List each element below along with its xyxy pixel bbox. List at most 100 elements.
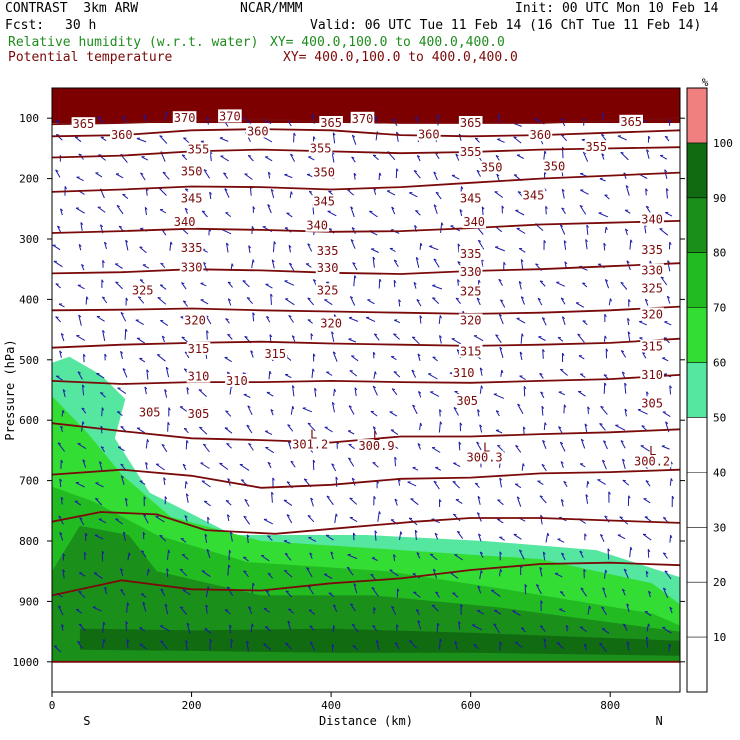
wind-vector (117, 446, 125, 452)
isoline-label-bg (315, 283, 340, 297)
wind-vector-head (561, 188, 565, 192)
wind-vector (76, 176, 84, 182)
wind-vector (225, 410, 232, 417)
wind-vector-head (396, 168, 399, 172)
wind-vector (396, 132, 399, 142)
wind-vector-head (416, 609, 420, 612)
isoline-label-bg (312, 165, 336, 179)
wind-vector (78, 591, 86, 599)
isoline-label-bg (172, 215, 197, 229)
wind-vector-head (97, 116, 101, 119)
wind-vector (372, 385, 378, 396)
wind-vector (81, 407, 87, 414)
wind-vector (513, 533, 522, 540)
wind-vector (115, 173, 124, 179)
theta-isoline-350 (52, 171, 680, 193)
wind-vector-head (601, 112, 605, 116)
wind-vector-head (204, 533, 208, 537)
wind-vector (662, 587, 669, 599)
wind-vector-head (225, 410, 229, 413)
wind-vector (205, 604, 208, 614)
wind-vector (139, 357, 146, 363)
south-label: S (83, 714, 90, 728)
wind-vector-head (140, 227, 144, 230)
wind-vector-head (251, 226, 255, 230)
wind-vector (283, 540, 291, 544)
wind-vector (563, 404, 565, 414)
wind-vector-head (547, 532, 550, 537)
wind-vector-head (433, 171, 437, 175)
wind-vector (186, 387, 189, 395)
wind-vector (373, 188, 377, 195)
isoline-label-bg (458, 191, 483, 205)
wind-vector (135, 319, 144, 326)
wind-vector-head (60, 425, 64, 429)
wind-vector (225, 318, 230, 324)
wind-vector-head (267, 461, 271, 465)
theta-isoline-335 (52, 305, 680, 315)
wind-vector (332, 604, 338, 613)
wind-vector-head (146, 369, 150, 373)
wind-vector-head (372, 256, 376, 260)
wind-vector-head (335, 513, 338, 517)
wind-vector (126, 602, 128, 613)
wind-vector (433, 258, 440, 268)
wind-vector-head (539, 372, 543, 375)
wind-vector-head (350, 296, 354, 299)
wind-vector (267, 573, 273, 579)
field1-name: Relative humidity (w.r.t. water) (8, 35, 259, 50)
wind-vector (645, 480, 651, 487)
wind-vector (410, 498, 419, 506)
wind-vector (200, 299, 209, 305)
wind-vector (601, 459, 607, 470)
wind-vector-head (499, 551, 503, 555)
wind-vector (556, 281, 566, 287)
wind-vector (451, 174, 460, 180)
isoline-label-bg (263, 346, 288, 360)
wind-vector-head (543, 240, 547, 244)
wind-vector (349, 296, 356, 306)
wind-vector (226, 586, 234, 596)
wind-vector (513, 136, 522, 144)
wind-vector-head (287, 424, 291, 427)
wind-vector (270, 409, 274, 416)
wind-vector-head (142, 532, 146, 536)
wind-vector-head (602, 459, 606, 463)
wind-vector-head (391, 388, 396, 391)
wind-vector-head (417, 443, 421, 446)
wind-vector (557, 337, 564, 342)
wind-vector (617, 135, 627, 141)
theta-isoline-355 (52, 146, 680, 159)
wind-vector-head (479, 551, 483, 555)
wind-vector-head (391, 605, 395, 609)
wind-vector (75, 482, 85, 488)
wind-vector (627, 331, 631, 343)
wind-vector (350, 239, 356, 249)
wind-vector (563, 240, 567, 250)
wind-vector (184, 208, 188, 214)
wind-vector (117, 387, 127, 395)
wind-vector (142, 602, 147, 612)
wind-vector-head (477, 512, 481, 515)
wind-vector-head (623, 568, 627, 572)
wind-vector (353, 583, 358, 594)
wind-vector-head (561, 499, 564, 502)
wind-vector-head (544, 422, 547, 426)
wind-vector-head (103, 638, 106, 643)
wind-vector (580, 587, 588, 597)
wind-vector (622, 623, 628, 631)
wind-vector (428, 373, 438, 380)
wind-vector-head (168, 407, 171, 411)
isoline-label: 345 (460, 192, 482, 206)
wind-vector (292, 385, 295, 397)
isoline-label: 365 (460, 116, 482, 130)
wind-vector-head (558, 426, 562, 429)
wind-vector-head (667, 260, 671, 264)
wind-vector-head (285, 590, 289, 593)
wind-vector (266, 391, 274, 397)
wind-vector-head (545, 206, 548, 209)
wind-vector-head (500, 568, 503, 573)
wind-vector (524, 584, 527, 595)
wind-vector (323, 573, 333, 579)
wind-vector (144, 207, 147, 215)
